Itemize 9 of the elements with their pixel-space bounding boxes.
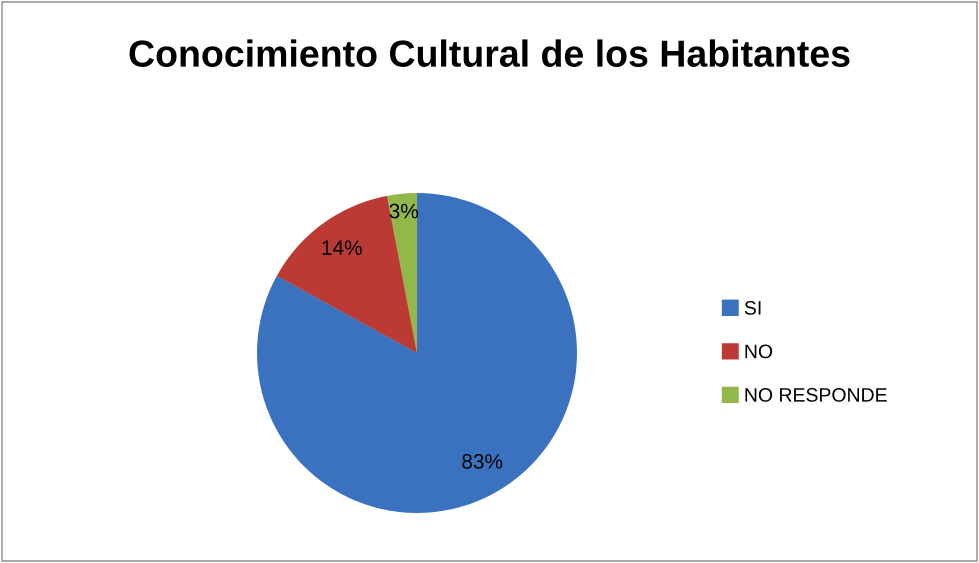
legend-label: NO <box>745 344 772 358</box>
data-label: 14% <box>322 240 362 255</box>
legend-label: SI <box>744 300 760 315</box>
chart-title: Conocimiento Cultural de los Habitantes <box>130 39 850 67</box>
data-label: 83% <box>462 454 502 469</box>
legend-label: NO RESPONDE <box>745 388 887 402</box>
pie-slice <box>257 193 577 513</box>
pie-slice <box>276 196 417 353</box>
pie-slice <box>387 193 417 353</box>
